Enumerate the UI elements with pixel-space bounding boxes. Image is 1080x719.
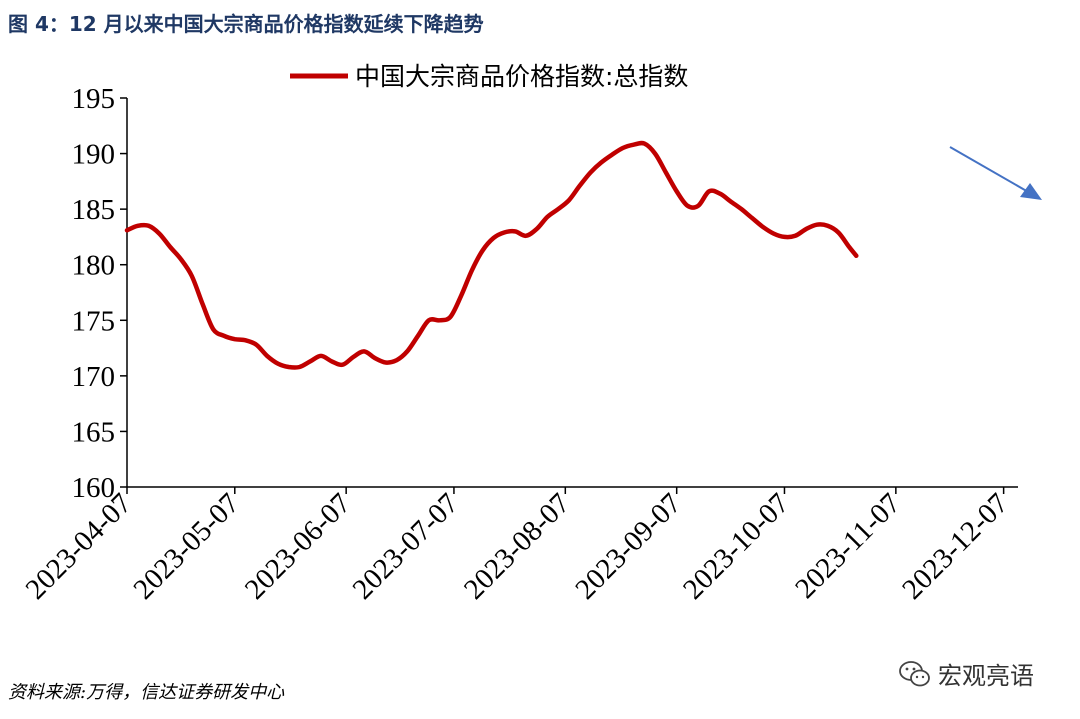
x-tick-label: 2023-12-07 (896, 487, 1014, 605)
legend: 中国大宗商品价格指数:总指数 (290, 62, 688, 91)
series-line (124, 140, 859, 370)
source-note: 资料来源:万得，信达证券研发中心 (8, 682, 285, 703)
wechat-icon (899, 660, 930, 686)
figure-title: 图 4：12 月以来中国大宗商品价格指数延续下降趋势 (8, 12, 484, 36)
y-tick-label: 180 (72, 250, 116, 282)
y-axis: 160 165 170 175 180 185 190 195 (72, 83, 128, 504)
watermark: 宏观亮语 (898, 656, 1034, 691)
y-tick-label: 165 (72, 416, 116, 448)
x-tick-label: 2023-11-07 (789, 487, 907, 605)
y-tick-label: 190 (72, 139, 116, 171)
y-tick-label: 195 (72, 83, 116, 115)
watermark-text: 宏观亮语 (938, 662, 1034, 690)
y-tick-label: 175 (72, 305, 116, 337)
legend-label: 中国大宗商品价格指数:总指数 (355, 62, 688, 91)
x-tick-label: 2023-06-07 (239, 487, 357, 605)
x-tick-label: 2023-08-07 (458, 487, 576, 605)
x-axis: 2023-04-072023-05-072023-06-072023-07-07… (20, 486, 1018, 606)
arrow-head (1020, 183, 1042, 200)
x-tick-label: 2023-04-07 (20, 487, 138, 605)
x-tick-label: 2023-10-07 (677, 487, 795, 605)
arrow-shaft (949, 146, 1031, 194)
trend-arrow (949, 146, 1042, 200)
y-tick-label: 160 (72, 472, 116, 504)
x-tick-label: 2023-05-07 (127, 487, 245, 605)
y-tick-label: 170 (72, 361, 116, 393)
y-tick-label: 185 (72, 194, 116, 226)
series-layer (124, 140, 859, 370)
x-tick-label: 2023-07-07 (347, 487, 465, 605)
x-tick-label: 2023-09-07 (569, 487, 687, 605)
